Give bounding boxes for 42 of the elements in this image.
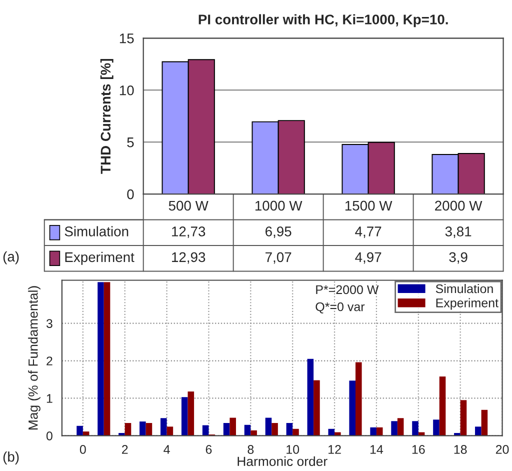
x-tick-label: 1000 W [255, 200, 302, 211]
x-tick-label: 14 [370, 445, 384, 454]
x-tick-label: 1500 W [345, 200, 392, 211]
data-label: 6,95 [266, 226, 292, 238]
data-label: 4,77 [355, 226, 382, 238]
y-tick-label: 0 [46, 431, 52, 440]
x-tick-label: 18 [454, 445, 467, 454]
y-tick-label: 0 [127, 189, 134, 200]
x-tick-label: 16 [412, 445, 425, 454]
legend-label: Experiment [65, 252, 134, 265]
annotation: P*=2000 W [316, 285, 379, 294]
legend-label: Simulation [436, 284, 493, 294]
y-tick-label: 10 [120, 85, 134, 96]
legend-label: Simulation [64, 226, 128, 236]
y-tick-label: 15 [120, 34, 134, 44]
text: (a) [3, 251, 19, 264]
legend-label: Experiment [436, 298, 498, 310]
y-tick-label: 1 [46, 394, 52, 403]
y-axis-title: Mag (% of Fundamental) [28, 286, 40, 430]
data-label: 7,07 [266, 252, 292, 264]
x-tick-label: 12 [328, 445, 341, 454]
chart-title: PI controller with HC, Ki=1000, Kp=10. [198, 14, 448, 28]
data-label: 4,97 [355, 252, 382, 264]
x-tick-label: 20 [496, 445, 509, 454]
x-axis-title: Harmonic order [238, 456, 328, 466]
x-tick-label: 8 [248, 445, 254, 454]
data-label: 3,9 [449, 252, 468, 264]
x-tick-label: 2000 W [435, 200, 482, 211]
data-label: 12,73 [172, 226, 206, 238]
y-axis-title: THD Currents [%] [100, 59, 114, 174]
y-tick-label: 5 [127, 138, 134, 148]
y-tick-label: 2 [46, 356, 52, 366]
x-tick-label: 6 [206, 445, 212, 454]
annotation: Q*=0 var [316, 302, 365, 314]
x-tick-label: 0 [80, 445, 86, 454]
x-tick-label: 4 [164, 445, 170, 454]
y-tick-label: 3 [46, 319, 52, 328]
data-label: 12,93 [172, 252, 206, 264]
x-tick-label: 500 W [168, 200, 208, 211]
text: (b) [3, 452, 19, 464]
data-label: 3,81 [445, 226, 472, 238]
x-tick-label: 10 [286, 445, 300, 454]
